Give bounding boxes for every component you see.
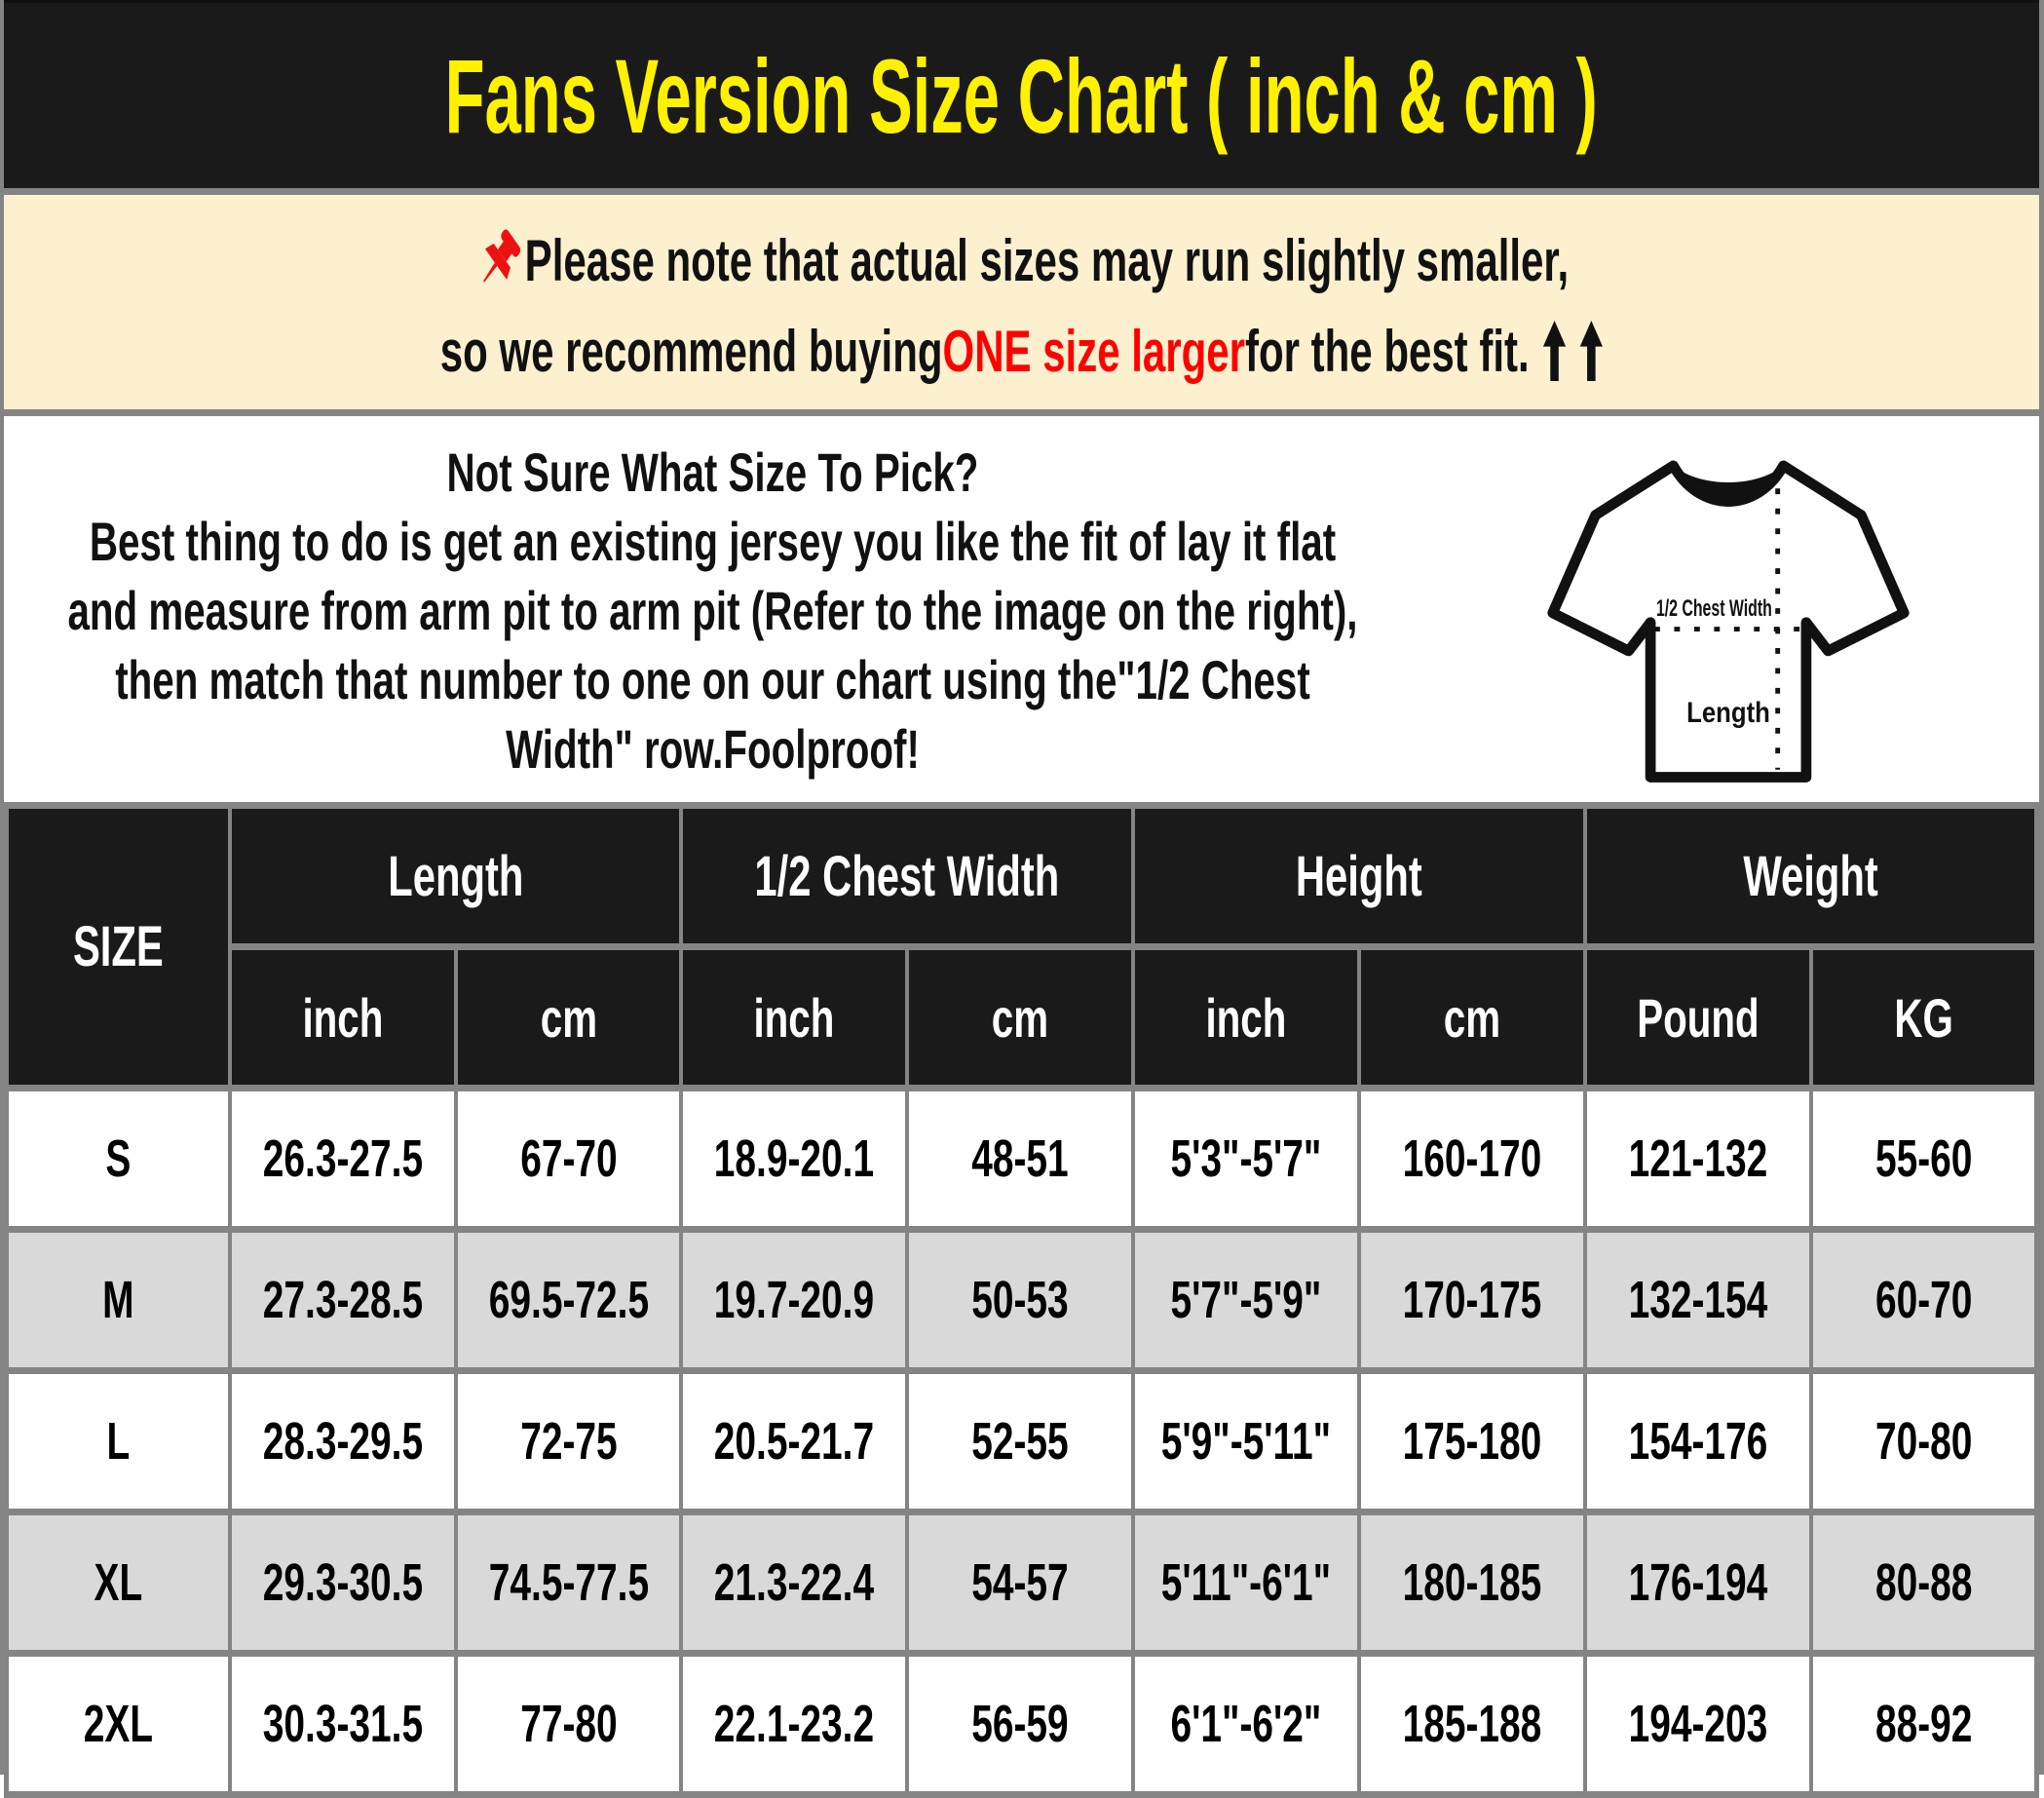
tshirt-diagram: 1/2 Chest Width Length xyxy=(1529,426,1928,796)
group-header-weight: Weight xyxy=(1582,802,2039,950)
up-arrow-icon xyxy=(1542,321,1567,381)
table-row-l: L 28.3-29.5 72-75 20.5-21.7 52-55 5'9"-5… xyxy=(4,1367,2039,1515)
header-bar: Fans Version Size Chart ( inch & cm ) xyxy=(4,0,2039,188)
cell: 176-194 xyxy=(1582,1509,1813,1657)
cell: 60-70 xyxy=(1808,1226,2039,1374)
cell: 180-185 xyxy=(1356,1509,1587,1657)
cell: 19.7-20.9 xyxy=(679,1226,910,1374)
cell: 77-80 xyxy=(453,1650,684,1798)
pushpin-icon xyxy=(483,228,521,283)
size-table: SIZE Length 1/2 Chest Width Height Weigh… xyxy=(4,802,2039,1798)
subheader-pound: Pound xyxy=(1582,943,1813,1091)
group-header-length: Length xyxy=(227,802,684,950)
guide-line: then match that number to one on our cha… xyxy=(115,649,1310,710)
cell: 30.3-31.5 xyxy=(227,1650,458,1798)
divider xyxy=(4,188,2039,195)
cell: 69.5-72.5 xyxy=(453,1226,684,1374)
cell: 70-80 xyxy=(1808,1367,2039,1515)
cell: 72-75 xyxy=(453,1367,684,1515)
size-cell: 2XL xyxy=(4,1650,232,1798)
size-cell: L xyxy=(4,1367,232,1515)
cell: 121-132 xyxy=(1582,1085,1813,1233)
size-cell: M xyxy=(4,1226,232,1374)
cell: 132-154 xyxy=(1582,1226,1813,1374)
cell: 67-70 xyxy=(453,1085,684,1233)
cell: 5'7"-5'9" xyxy=(1131,1226,1361,1374)
guide-line: and measure from arm pit to arm pit (Ref… xyxy=(67,580,1358,641)
cell: 29.3-30.5 xyxy=(227,1509,458,1657)
table-row-xl: XL 29.3-30.5 74.5-77.5 21.3-22.4 54-57 5… xyxy=(4,1509,2039,1657)
cell: 21.3-22.4 xyxy=(679,1509,910,1657)
guide-line: Width" row.Foolproof! xyxy=(506,718,920,780)
subheader-inch: inch xyxy=(679,943,910,1091)
guide-line: Best thing to do is get an existing jers… xyxy=(89,511,1337,572)
subheader-cm: cm xyxy=(453,943,684,1091)
notice-line-1: Please note that actual sizes may run sl… xyxy=(309,220,1733,302)
page-title: Fans Version Size Chart ( inch & cm ) xyxy=(444,36,1599,155)
table-row-m: M 27.3-28.5 69.5-72.5 19.7-20.9 50-53 5'… xyxy=(4,1226,2039,1374)
size-column-header: SIZE xyxy=(4,802,232,1091)
cell: 18.9-20.1 xyxy=(679,1085,910,1233)
cell: 27.3-28.5 xyxy=(227,1226,458,1374)
tshirt-icon: 1/2 Chest Width Length xyxy=(1547,460,1910,783)
guide-text-block: Not Sure What Size To Pick? Best thing t… xyxy=(4,416,1421,784)
one-size-larger-highlight: ONE size larger xyxy=(942,318,1245,384)
cell: 54-57 xyxy=(905,1509,1136,1657)
cell: 185-188 xyxy=(1356,1650,1587,1798)
notice-text-2-pre: so we recommend buying xyxy=(439,318,943,384)
cell: 74.5-77.5 xyxy=(453,1509,684,1657)
subheader-cm: cm xyxy=(1356,943,1587,1091)
table-row-s: S 26.3-27.5 67-70 18.9-20.1 48-51 5'3"-5… xyxy=(4,1085,2039,1233)
cell: 88-92 xyxy=(1808,1650,2039,1798)
cell: 5'3"-5'7" xyxy=(1131,1085,1361,1233)
cell: 194-203 xyxy=(1582,1650,1813,1798)
notice-text-1: Please note that actual sizes may run sl… xyxy=(524,228,1570,293)
table-subheader-row: inch cm inch cm inch cm Pound KG xyxy=(7,943,2039,1091)
cell: 55-60 xyxy=(1808,1085,2039,1233)
size-cell: XL xyxy=(4,1509,232,1657)
cell: 80-88 xyxy=(1808,1509,2039,1657)
cell: 5'11"-6'1" xyxy=(1131,1509,1361,1657)
divider xyxy=(4,409,2039,416)
cell: 20.5-21.7 xyxy=(679,1367,910,1515)
cell: 170-175 xyxy=(1356,1226,1587,1374)
group-header-chest-width: 1/2 Chest Width xyxy=(679,802,1136,950)
table-group-header-row: SIZE Length 1/2 Chest Width Height Weigh… xyxy=(4,802,2039,1091)
guide-section: Not Sure What Size To Pick? Best thing t… xyxy=(4,416,2039,802)
table-row-2xl: 2XL 30.3-31.5 77-80 22.1-23.2 56-59 6'1"… xyxy=(4,1650,2039,1798)
guide-heading: Not Sure What Size To Pick? xyxy=(446,441,979,503)
cell: 56-59 xyxy=(905,1650,1136,1798)
subheader-kg: KG xyxy=(1808,943,2039,1091)
chest-width-label: 1/2 Chest Width xyxy=(1656,595,1772,622)
cell: 160-170 xyxy=(1356,1085,1587,1233)
cell: 28.3-29.5 xyxy=(227,1367,458,1515)
subheader-inch: inch xyxy=(227,943,458,1091)
notice-banner: Please note that actual sizes may run sl… xyxy=(4,195,2039,409)
cell: 50-53 xyxy=(905,1226,1136,1374)
cell: 5'9"-5'11" xyxy=(1131,1367,1361,1515)
subheader-cm: cm xyxy=(905,943,1136,1091)
cell: 175-180 xyxy=(1356,1367,1587,1515)
notice-line-2: so we recommend buying ONE size larger f… xyxy=(309,318,1733,385)
cell: 22.1-23.2 xyxy=(679,1650,910,1798)
cell: 48-51 xyxy=(905,1085,1136,1233)
cell: 154-176 xyxy=(1582,1367,1813,1515)
up-arrow-icon xyxy=(1579,321,1603,381)
subheader-inch: inch xyxy=(1131,943,1361,1091)
group-header-height: Height xyxy=(1131,802,1587,950)
length-label: Length xyxy=(1686,698,1770,729)
cell: 6'1"-6'2" xyxy=(1131,1650,1361,1798)
cell: 52-55 xyxy=(905,1367,1136,1515)
size-cell: S xyxy=(4,1085,232,1233)
notice-text-2-post: for the best fit. xyxy=(1244,318,1530,384)
cell: 26.3-27.5 xyxy=(227,1085,458,1233)
